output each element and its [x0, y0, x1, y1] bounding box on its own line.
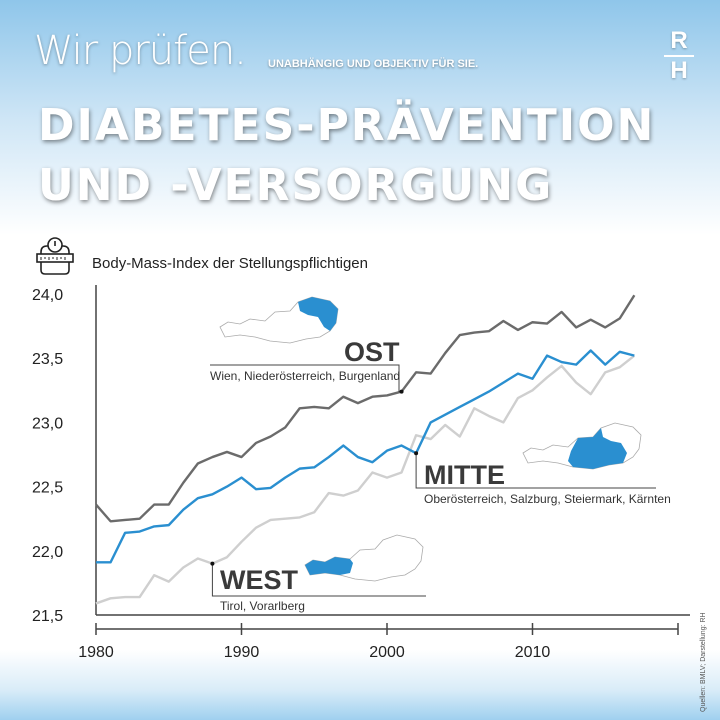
- region-label-ost: OST Wien, Niederösterreich, Burgenland: [210, 337, 404, 394]
- leader-dot: [210, 561, 215, 566]
- y-tick-label: 23,0: [32, 415, 63, 432]
- region-label-west: WEST Tirol, Vorarlberg: [210, 561, 426, 613]
- logo-letter-h: H: [670, 57, 688, 84]
- map-mitte: [522, 422, 642, 470]
- y-tick-label: 21,5: [32, 608, 63, 625]
- map-west: [304, 534, 424, 582]
- region-name: WEST: [220, 565, 299, 595]
- leader-dot: [414, 451, 419, 456]
- leader-line: [211, 563, 426, 597]
- highlight-ost: [298, 297, 338, 331]
- y-tick-label: 24,0: [32, 287, 63, 304]
- x-tick-label: 2000: [369, 644, 405, 661]
- chart-title: Body-Mass-Index der Stellungspflichtigen: [92, 255, 368, 272]
- region-states: Oberösterreich, Salzburg, Steiermark, Kä…: [424, 492, 671, 506]
- rh-logo: R H: [664, 28, 694, 84]
- region-name: MITTE: [424, 460, 505, 490]
- y-tick-label: 23,5: [32, 351, 63, 368]
- tagline-sub: UNABHÄNGIG UND OBJEKTIV FÜR SIE.: [268, 58, 479, 70]
- series-line-mitte: [96, 349, 635, 564]
- x-tick-label: 2010: [515, 644, 551, 661]
- highlight-west: [305, 557, 353, 575]
- region-states: Wien, Niederösterreich, Burgenland: [210, 369, 400, 383]
- region-name: OST: [344, 337, 400, 367]
- page-title-line2: UND -VERSORGUNG: [38, 160, 554, 211]
- series-line-west: [95, 354, 636, 605]
- page-title-line1: DIABETES-PRÄVENTION: [38, 100, 656, 151]
- logo-divider: [664, 55, 694, 57]
- leader-dot: [399, 389, 404, 394]
- y-tick-label: 22,0: [32, 544, 63, 561]
- highlight-mitte: [568, 428, 627, 469]
- leader-line: [415, 453, 656, 489]
- scale-with-measuring-tape-icon: [36, 237, 74, 275]
- region-label-mitte: MITTE Oberösterreich, Salzburg, Steiermar…: [414, 451, 671, 506]
- austria-outline: [304, 534, 424, 582]
- x-tick-label: 1980: [78, 644, 114, 661]
- series-line-ost: [95, 294, 636, 523]
- x-tick-label: 1990: [224, 644, 260, 661]
- tagline-main: Wir prüfen.: [34, 28, 247, 74]
- y-tick-label: 22,5: [32, 480, 63, 497]
- map-ost: [219, 296, 339, 344]
- region-states: Tirol, Vorarlberg: [220, 599, 305, 613]
- logo-letter-r: R: [670, 27, 688, 54]
